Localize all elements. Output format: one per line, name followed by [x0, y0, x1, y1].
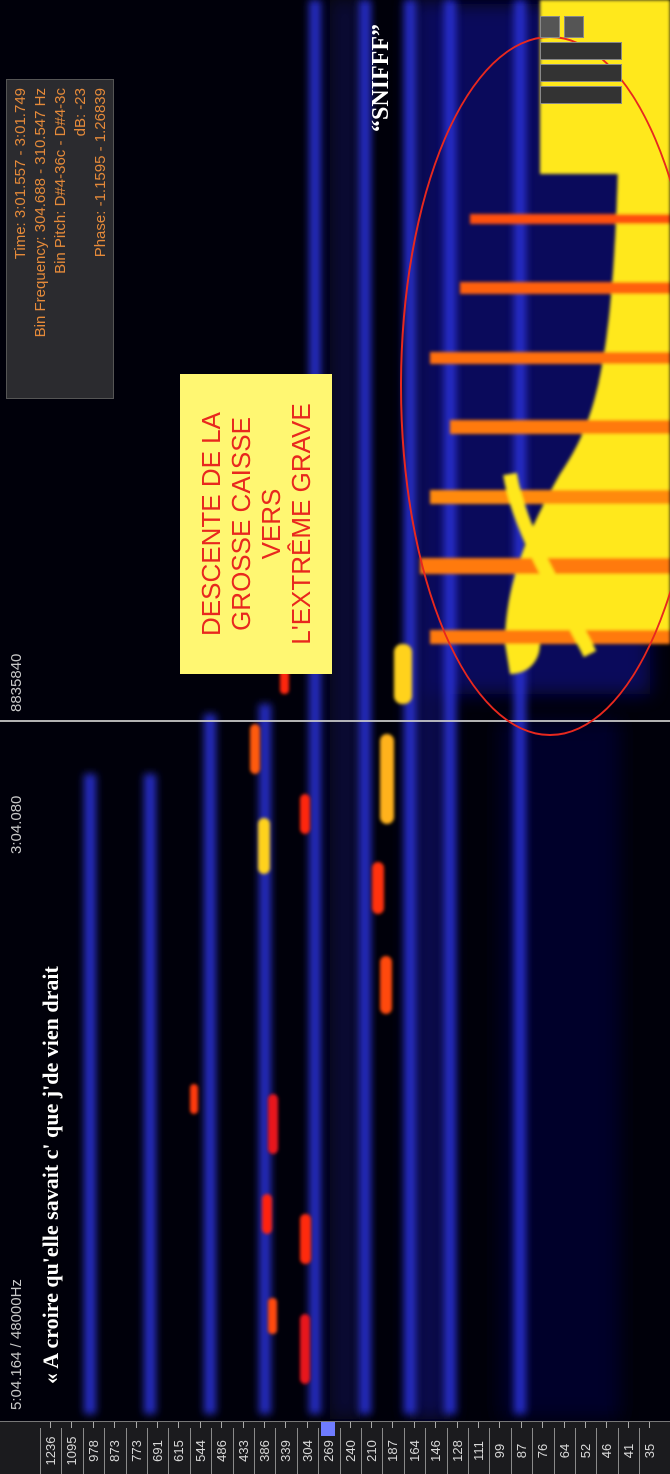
freq-label: 486: [211, 1428, 233, 1474]
freq-label: 433: [232, 1428, 254, 1474]
freq-label: 1236: [40, 1428, 61, 1474]
freq-selection-marker[interactable]: [321, 1422, 336, 1436]
view-controls[interactable]: [540, 0, 670, 108]
freq-tick: [71, 1422, 73, 1428]
freq-tick: [456, 1422, 458, 1428]
freq-label: 35: [639, 1428, 661, 1474]
freq-label: 240: [339, 1428, 361, 1474]
freq-label: 128: [446, 1428, 468, 1474]
freq-label: 339: [275, 1428, 297, 1474]
freq-tick: [199, 1422, 201, 1428]
freq-tick: [649, 1422, 651, 1428]
freq-label: 146: [425, 1428, 447, 1474]
info-bin-frequency: Bin Frequency: 304.688 - 310.547 Hz: [32, 88, 49, 338]
freq-tick: [371, 1422, 372, 1428]
freq-tick: [606, 1422, 608, 1428]
freq-tick: [221, 1422, 223, 1428]
freq-label: 111: [468, 1428, 489, 1474]
freq-tick: [157, 1422, 158, 1428]
freq-label: 978: [82, 1428, 104, 1474]
freq-label: 76: [532, 1428, 554, 1474]
freq-label: 87: [510, 1428, 532, 1474]
freq-label: 1095: [61, 1428, 83, 1474]
freq-tick: [392, 1422, 394, 1428]
freq-tick: [242, 1422, 244, 1428]
freq-label: 873: [104, 1428, 126, 1474]
freq-tick: [285, 1422, 287, 1428]
freq-tick: [114, 1422, 116, 1428]
annotation-box: DESCENTE DE LA GROSSE CAISSE VERS L'EXTR…: [180, 374, 332, 674]
cursor-time: 3:04.080: [8, 795, 25, 854]
freq-label: 304: [296, 1428, 318, 1474]
freq-label: 46: [596, 1428, 618, 1474]
sniff-label: “SNIFFF”: [368, 24, 394, 132]
freq-tick: [413, 1422, 415, 1428]
freq-label: 99: [489, 1428, 511, 1474]
freq-label: 41: [617, 1428, 639, 1474]
freq-tick: [435, 1422, 437, 1428]
freq-label: 544: [189, 1428, 211, 1474]
freq-tick: [135, 1422, 137, 1428]
freq-tick: [92, 1422, 94, 1428]
info-bin-pitch: Bin Pitch: D#4-36c - D#4-3c: [52, 88, 69, 274]
freq-tick: [478, 1422, 479, 1428]
freq-tick: [178, 1422, 180, 1428]
lyrics-overlay: « A croire qu'elle savait c' que j'de vi…: [38, 966, 63, 1384]
annotation-text: DESCENTE DE LA GROSSE CAISSE VERS L'EXTR…: [196, 403, 316, 645]
freq-tick: [627, 1422, 629, 1428]
freq-tick: [520, 1422, 522, 1428]
freq-label: 210: [361, 1428, 382, 1474]
freq-tick: [306, 1422, 308, 1428]
info-panel: Time: 3:01.557 - 3:01.749 Bin Frequency:…: [6, 79, 114, 399]
scale-toggle-button[interactable]: [564, 16, 584, 38]
freq-tick: [542, 1422, 544, 1428]
freq-label: 164: [403, 1428, 425, 1474]
range-slider[interactable]: [540, 42, 622, 60]
info-db: dB: -23: [72, 88, 89, 137]
info-time: Time: 3:01.557 - 3:01.749: [12, 88, 29, 260]
freq-label: 64: [553, 1428, 575, 1474]
zoom-slider[interactable]: [540, 86, 622, 104]
freq-label: 773: [125, 1428, 147, 1474]
freq-tick: [349, 1422, 351, 1428]
freq-label: 691: [147, 1428, 168, 1474]
cursor-sample-position: 8835840: [8, 653, 25, 712]
freq-label: 615: [168, 1428, 190, 1474]
view-toggle-button[interactable]: [540, 16, 560, 38]
freq-label: 52: [575, 1428, 596, 1474]
freq-tick: [499, 1422, 501, 1428]
freq-tick: [50, 1422, 51, 1428]
gain-slider[interactable]: [540, 64, 622, 82]
status-readout: 5:04.164 / 48000Hz: [8, 1279, 25, 1410]
freq-tick: [264, 1422, 265, 1428]
freq-label: 187: [382, 1428, 404, 1474]
frequency-scale: 1236 1095 978 873 773 691 615 544 486 433 386 339 30…: [0, 1421, 670, 1474]
freq-label: 386: [254, 1428, 275, 1474]
freq-tick: [563, 1422, 565, 1428]
freq-tick: [585, 1422, 586, 1428]
info-phase: Phase: -1.1595 - 1.26839: [92, 88, 109, 258]
